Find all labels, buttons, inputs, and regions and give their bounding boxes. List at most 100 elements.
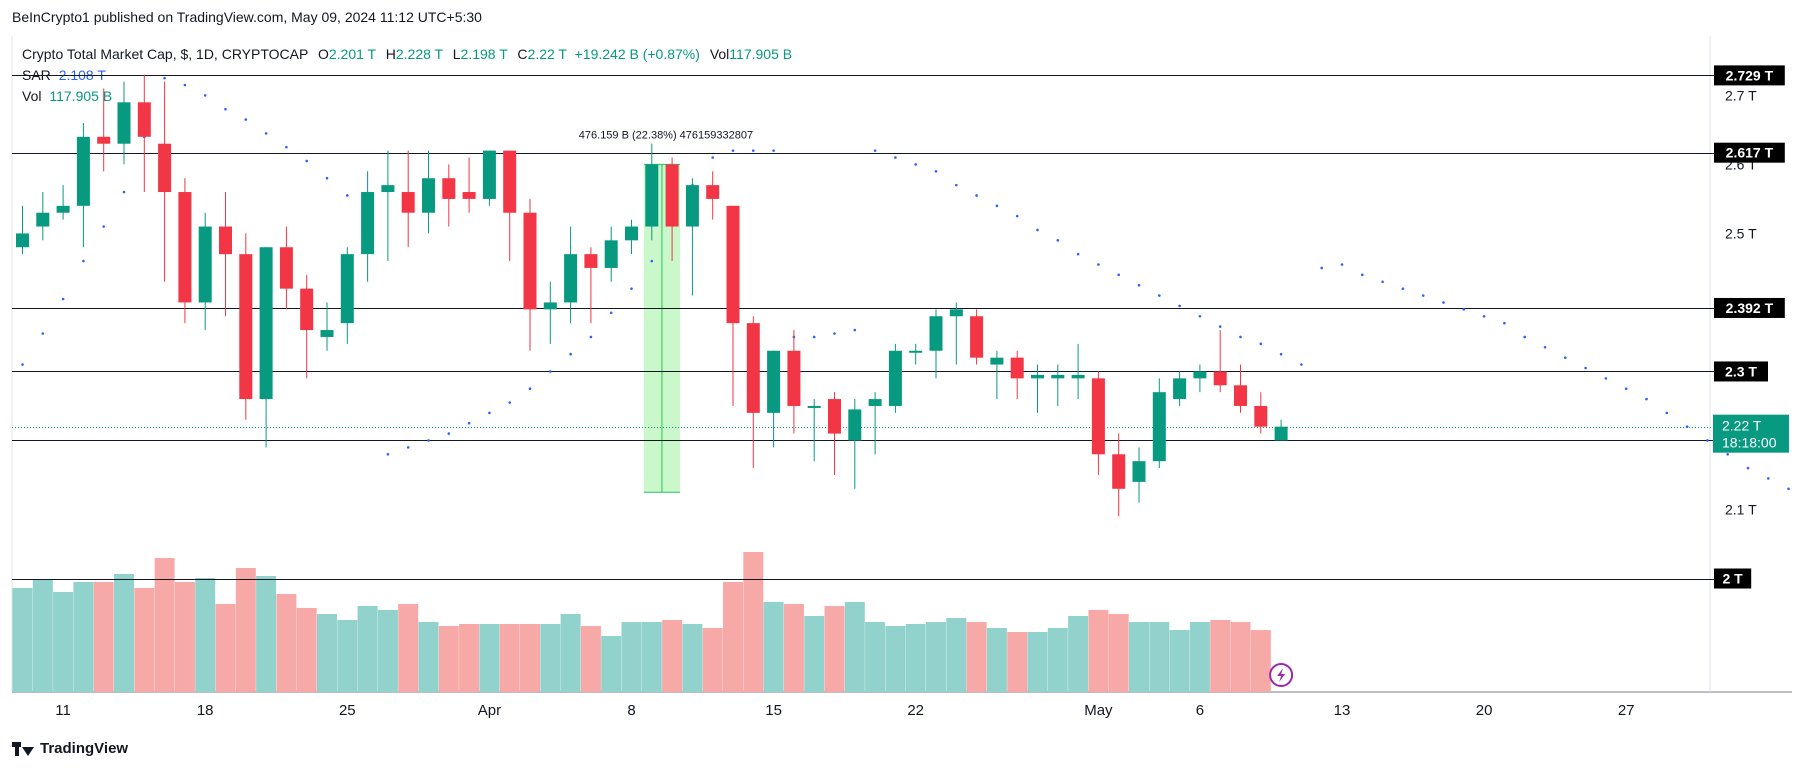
sar-dot: [1300, 363, 1303, 366]
sar-dot: [833, 332, 836, 335]
legend-change: +19.242 B (+0.87%): [574, 46, 700, 62]
sar-dot: [1361, 273, 1364, 277]
sar-dot: [1624, 387, 1628, 391]
y-tick-label: 2.5 T: [1725, 225, 1757, 241]
volume-bar: [438, 626, 459, 692]
legend-symbol[interactable]: Crypto Total Market Cap, $, 1D, CRYPTOCA…: [22, 46, 309, 62]
candle-body: [706, 185, 720, 199]
volume-bar: [844, 602, 865, 692]
volume-bar: [53, 592, 74, 692]
x-tick-label: 13: [1334, 702, 1351, 719]
sar-dot: [914, 163, 917, 166]
sar-dot: [1442, 301, 1445, 304]
sar-dot: [772, 149, 775, 152]
volume-bar: [93, 582, 114, 692]
sar-dot: [224, 107, 227, 111]
volume-bar: [702, 628, 723, 692]
candle-body: [888, 350, 902, 406]
candle-body: [340, 254, 354, 324]
sar-dot: [1543, 346, 1547, 349]
sar-dot: [1767, 477, 1770, 480]
candle-body: [137, 102, 151, 137]
candle-body: [1071, 374, 1085, 379]
volume-bar: [1027, 632, 1048, 692]
volume-bar: [337, 620, 358, 692]
candle-body: [401, 192, 415, 213]
volume-bar: [1108, 614, 1129, 692]
legend-vol-row[interactable]: Vol 117.905 B: [22, 86, 792, 107]
volume-bar: [926, 622, 946, 692]
sar-dot: [955, 183, 958, 187]
measure-box: [643, 164, 681, 493]
volume-bar: [540, 624, 561, 692]
candle-body: [198, 226, 212, 303]
sar-dot: [1239, 335, 1242, 339]
sar-dot: [752, 149, 755, 152]
candle-body: [584, 254, 598, 268]
candle-body: [16, 233, 29, 248]
sar-dot: [731, 149, 735, 152]
volume-bar: [560, 614, 581, 692]
sar-dot: [1685, 425, 1689, 428]
candle-body: [361, 192, 375, 255]
sar-dot: [264, 132, 268, 135]
candle-body: [1254, 405, 1268, 427]
sar-dot: [1564, 356, 1567, 359]
volume-bar: [641, 622, 662, 692]
candle-body: [381, 185, 395, 193]
volume-bar: [824, 606, 845, 692]
volume-series: [12, 552, 1271, 692]
volume-bar: [1189, 622, 1210, 692]
volume-bar: [114, 574, 134, 692]
sar-dot: [1787, 487, 1790, 491]
x-tick-label: May: [1084, 702, 1113, 719]
volume-bar: [1007, 632, 1028, 692]
candle-body: [503, 150, 517, 213]
volume-bar: [276, 594, 297, 692]
volume-bar: [601, 636, 622, 692]
sar-dot: [1604, 377, 1608, 380]
countdown-label: 18:18:00: [1722, 435, 1777, 451]
publisher-line: BeInCrypto1 published on TradingView.com…: [12, 9, 482, 25]
legend-c-value: 2.22 T: [527, 46, 567, 62]
sar-dot: [467, 421, 471, 425]
sar-dot: [1015, 214, 1019, 218]
last-price-badge: [1713, 414, 1789, 453]
volume-bar: [1149, 622, 1170, 692]
legend-vol2-value: 117.905 B: [49, 88, 113, 104]
last-price-label: 2.22 T: [1722, 418, 1762, 434]
sar-dot: [934, 170, 938, 173]
volume-bar: [479, 624, 500, 692]
candle-body: [36, 212, 50, 227]
level-badge: [1714, 361, 1768, 382]
volume-bar: [154, 558, 175, 692]
volume-bar: [1169, 630, 1190, 692]
volume-bar: [783, 604, 804, 692]
sar-dot: [1462, 308, 1466, 311]
sar-dot: [894, 156, 897, 159]
volume-bar: [377, 610, 398, 692]
legend-vol-value: 117.905 B: [729, 46, 793, 62]
volume-bar: [743, 552, 764, 692]
sar-dot: [1097, 263, 1100, 266]
legend-sar-row[interactable]: SAR 2.108 T: [22, 65, 792, 86]
sar-dot: [1401, 287, 1405, 290]
sar-dot: [528, 387, 532, 391]
sar-dot: [1218, 325, 1222, 328]
candle-body: [300, 288, 314, 331]
volume-bar: [1068, 616, 1089, 692]
candle-body: [482, 150, 496, 199]
chart-legend: Crypto Total Market Cap, $, 1D, CRYPTOCA…: [22, 44, 792, 107]
sar-dot: [1137, 283, 1141, 287]
level-badge-label: 2.3 T: [1725, 363, 1757, 379]
sar-dot: [1279, 352, 1283, 356]
volume-bar: [12, 588, 33, 692]
y-tick-label: 2.4 T: [1725, 294, 1757, 310]
sar-dot: [711, 156, 714, 159]
sar-dot: [386, 452, 390, 456]
sar-dot: [346, 194, 349, 197]
candle-body: [239, 254, 253, 400]
sar-dot: [1259, 342, 1263, 346]
volume-bar: [73, 582, 94, 692]
